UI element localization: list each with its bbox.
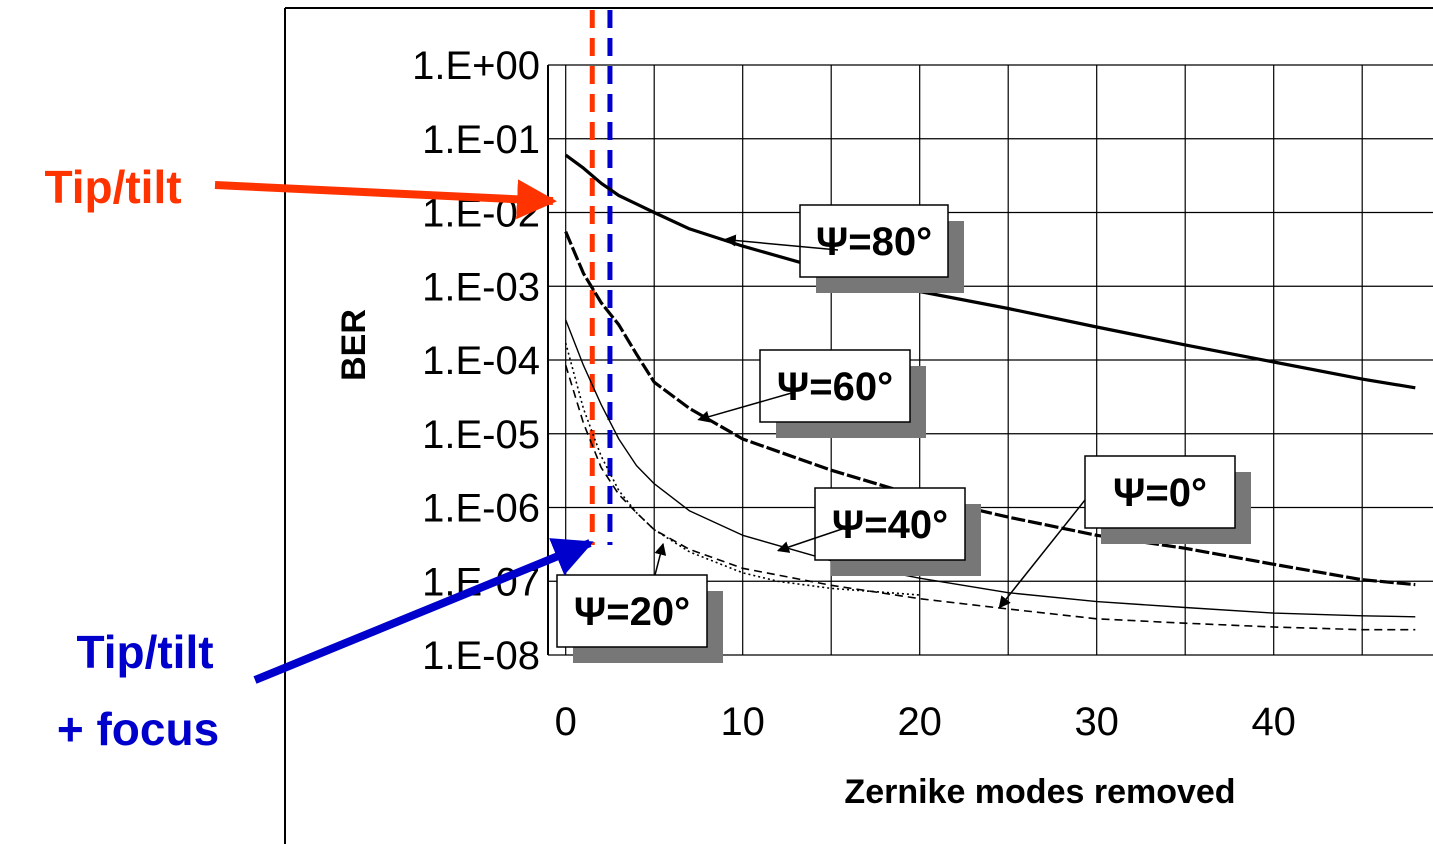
series-line-psi-60 bbox=[564, 230, 1416, 587]
x-tick-label: 40 bbox=[1251, 700, 1296, 744]
series-line-psi-20 bbox=[564, 342, 920, 596]
callout-label-psi-20: Ψ=20° bbox=[574, 590, 690, 634]
callout-label-psi-40: Ψ=40° bbox=[832, 503, 948, 547]
x-tick-label: 20 bbox=[897, 700, 942, 744]
callout-label-psi-80: Ψ=80° bbox=[816, 220, 932, 264]
callout-arrow-psi-0 bbox=[998, 499, 1086, 609]
callout-arrow-psi-20 bbox=[654, 542, 667, 576]
series-layer bbox=[564, 153, 1416, 631]
y-axis-title: BER bbox=[335, 309, 373, 381]
callout-box-psi-80 bbox=[799, 204, 949, 278]
callout-box-psi-0 bbox=[1084, 455, 1236, 529]
tiptilt-arrow bbox=[214, 179, 557, 220]
x-tick-label: 10 bbox=[720, 700, 765, 744]
y-tick-label: 1.E-01 bbox=[422, 118, 540, 162]
y-tick-label: 1.E-04 bbox=[422, 339, 540, 383]
y-tick-label: 1.E-03 bbox=[422, 265, 540, 309]
callout-arrow-psi-60 bbox=[697, 391, 796, 423]
callout-arrow-psi-40 bbox=[776, 526, 849, 553]
callout-box-psi-20 bbox=[556, 574, 708, 648]
callout-label-psi-60: Ψ=60° bbox=[777, 365, 893, 409]
x-tick-label: 0 bbox=[555, 700, 577, 744]
x-axis-title: Zernike modes removed bbox=[844, 773, 1235, 811]
callout-box-psi-60 bbox=[759, 349, 911, 423]
callout-label-psi-0: Ψ=0° bbox=[1113, 471, 1207, 515]
y-tick-label: 1.E+00 bbox=[412, 44, 540, 88]
tiptilt-focus-label-line2: + focus bbox=[57, 703, 219, 755]
series-line-psi-0 bbox=[564, 364, 1416, 631]
grid bbox=[547, 64, 1433, 656]
y-tick-label: 1.E-08 bbox=[422, 634, 540, 678]
callout-box-psi-40 bbox=[814, 487, 966, 561]
callout-layer: Ψ=80° Ψ=60° Ψ=40° Ψ=20° Ψ=0° bbox=[556, 204, 1251, 663]
series-line-psi-80 bbox=[564, 153, 1416, 390]
tiptilt-focus-label-line1: Tip/tilt bbox=[76, 626, 213, 678]
vertical-markers bbox=[589, 10, 613, 545]
tiptilt-label: Tip/tilt bbox=[44, 161, 181, 213]
tiptilt-focus-arrow bbox=[253, 538, 594, 684]
y-tick-label: 1.E-06 bbox=[422, 487, 540, 531]
y-tick-label: 1.E-05 bbox=[422, 413, 540, 457]
callout-arrow-psi-80 bbox=[723, 234, 839, 251]
y-tick-labels: 1.E+001.E-011.E-021.E-031.E-041.E-051.E-… bbox=[412, 44, 540, 678]
x-tick-label: 30 bbox=[1074, 700, 1119, 744]
x-tick-labels: 0 10 20 30 40 bbox=[555, 700, 1296, 744]
